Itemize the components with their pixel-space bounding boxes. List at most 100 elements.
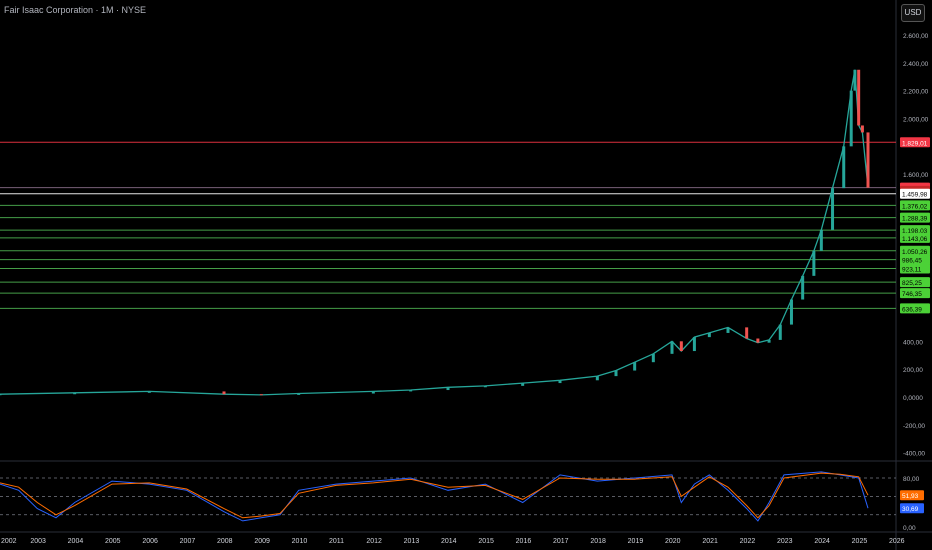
time-tick-label: 2006 bbox=[142, 538, 158, 545]
price-label-bg bbox=[900, 254, 930, 265]
price-tick-label: 400,00 bbox=[903, 339, 923, 346]
time-tick-label: 2007 bbox=[180, 538, 196, 545]
price-candle bbox=[853, 69, 857, 91]
price-tick-label: 0,0000 bbox=[903, 395, 923, 402]
price-tick-label: -400,00 bbox=[903, 451, 925, 458]
price-candle bbox=[860, 125, 864, 133]
price-level-label: 1.198,03 bbox=[902, 228, 928, 235]
price-tick-label: 2.200,00 bbox=[903, 89, 929, 96]
price-label-bg bbox=[900, 232, 930, 243]
time-tick-label: 2004 bbox=[68, 538, 84, 545]
price-candle bbox=[633, 362, 637, 371]
price-candle bbox=[259, 394, 263, 396]
price-level-label: 1.376,02 bbox=[902, 203, 928, 210]
oscillator-pane: 80,00 0,00 51,93 30,69 bbox=[0, 471, 924, 532]
time-tick-label: 2025 bbox=[852, 538, 868, 545]
price-label-bg bbox=[900, 277, 930, 288]
price-candle bbox=[679, 341, 683, 352]
chart-title: Fair Isaac Corporation · 1M · NYSE bbox=[4, 5, 147, 15]
time-tick-label: 2024 bbox=[814, 538, 830, 545]
price-candle bbox=[0, 394, 2, 396]
price-candle bbox=[521, 383, 525, 386]
price-candle bbox=[866, 132, 870, 188]
time-tick-label: 2005 bbox=[105, 538, 121, 545]
time-tick-label: 2023 bbox=[777, 538, 793, 545]
price-tick-label: -200,00 bbox=[903, 423, 925, 430]
price-candle bbox=[73, 392, 77, 395]
price-level-label: 986,45 bbox=[902, 258, 922, 265]
price-level-label: 1.288,39 bbox=[902, 216, 928, 223]
price-level-label: 923,11 bbox=[902, 266, 922, 273]
time-tick-label: 2015 bbox=[478, 538, 494, 545]
price-level-label: 636,39 bbox=[902, 306, 922, 313]
price-level-label: 825,25 bbox=[902, 280, 922, 287]
price-candle bbox=[756, 338, 760, 343]
price-tick-label: 200,00 bbox=[903, 367, 923, 374]
price-level-label: 746,35 bbox=[902, 291, 922, 298]
price-candle bbox=[745, 327, 749, 339]
price-candle bbox=[767, 339, 771, 343]
price-level-label: 1.050,26 bbox=[902, 249, 928, 256]
price-candle bbox=[842, 146, 846, 189]
oscillator-value-label: 30,69 bbox=[902, 506, 919, 513]
price-candle bbox=[789, 299, 793, 325]
time-tick-label: 2026 bbox=[889, 538, 905, 545]
price-candle bbox=[409, 390, 413, 392]
price-tick-label: 2.000,00 bbox=[903, 117, 929, 124]
oscillator-tick-label: 0,00 bbox=[903, 525, 916, 532]
price-candle bbox=[595, 376, 599, 381]
price-label-bg bbox=[900, 263, 930, 274]
price-candle bbox=[446, 387, 450, 391]
price-candle bbox=[812, 250, 816, 276]
time-axis: 2002 2003 2004 2005 2006 2007 2008 2009 2010 2011… bbox=[1, 538, 905, 545]
price-candle bbox=[857, 69, 861, 126]
time-tick-label: 2017 bbox=[553, 538, 569, 545]
time-tick-label: 2010 bbox=[292, 538, 308, 545]
price-candle bbox=[222, 391, 226, 395]
price-tick-label: 2.400,00 bbox=[903, 61, 929, 68]
price-candle bbox=[670, 341, 674, 354]
price-candle bbox=[147, 391, 151, 393]
time-tick-label: 2013 bbox=[404, 538, 420, 545]
time-tick-label: 2011 bbox=[329, 538, 344, 545]
time-tick-label: 2022 bbox=[740, 538, 756, 545]
price-candle bbox=[558, 380, 562, 384]
price-level-label: 1.459,98 bbox=[902, 192, 928, 199]
price-label-bg bbox=[900, 288, 930, 299]
time-tick-label: 2016 bbox=[516, 538, 532, 545]
price-level-label: 1.829,01 bbox=[902, 140, 928, 147]
time-tick-label: 2003 bbox=[30, 538, 46, 545]
time-tick-label: 2009 bbox=[254, 538, 270, 545]
price-candle bbox=[297, 393, 301, 395]
price-candle bbox=[483, 385, 487, 388]
time-tick-label: 2018 bbox=[590, 538, 606, 545]
price-candle bbox=[651, 353, 655, 363]
price-candle bbox=[726, 327, 730, 333]
oscillator-value-bg bbox=[900, 490, 924, 501]
price-candle bbox=[371, 391, 375, 394]
price-tick-label: 2.600,00 bbox=[903, 33, 929, 40]
time-tick-label: 2014 bbox=[441, 538, 457, 545]
oscillator-tick-label: 80,00 bbox=[903, 476, 920, 483]
price-label-bg bbox=[900, 137, 930, 148]
oscillator-series-line bbox=[0, 472, 869, 519]
price-candle bbox=[778, 324, 782, 340]
oscillator-value-label: 51,93 bbox=[902, 493, 919, 500]
price-label-bg bbox=[900, 245, 930, 256]
price-candle bbox=[819, 229, 823, 251]
price-series-line bbox=[0, 69, 869, 396]
price-label-bg bbox=[900, 303, 930, 314]
time-tick-label: 2012 bbox=[366, 538, 382, 545]
time-tick-label: 2008 bbox=[217, 538, 233, 545]
price-label-bg bbox=[900, 212, 930, 223]
time-tick-label: 2019 bbox=[628, 538, 644, 545]
price-level-label: 1.143,06 bbox=[902, 236, 928, 243]
price-tick-label: 1.600,00 bbox=[903, 172, 929, 179]
currency-button[interactable]: USD bbox=[901, 4, 925, 22]
price-candle bbox=[831, 188, 835, 230]
time-tick-label: 2020 bbox=[665, 538, 681, 545]
price-candle bbox=[707, 332, 711, 338]
price-label-bg bbox=[900, 188, 930, 199]
